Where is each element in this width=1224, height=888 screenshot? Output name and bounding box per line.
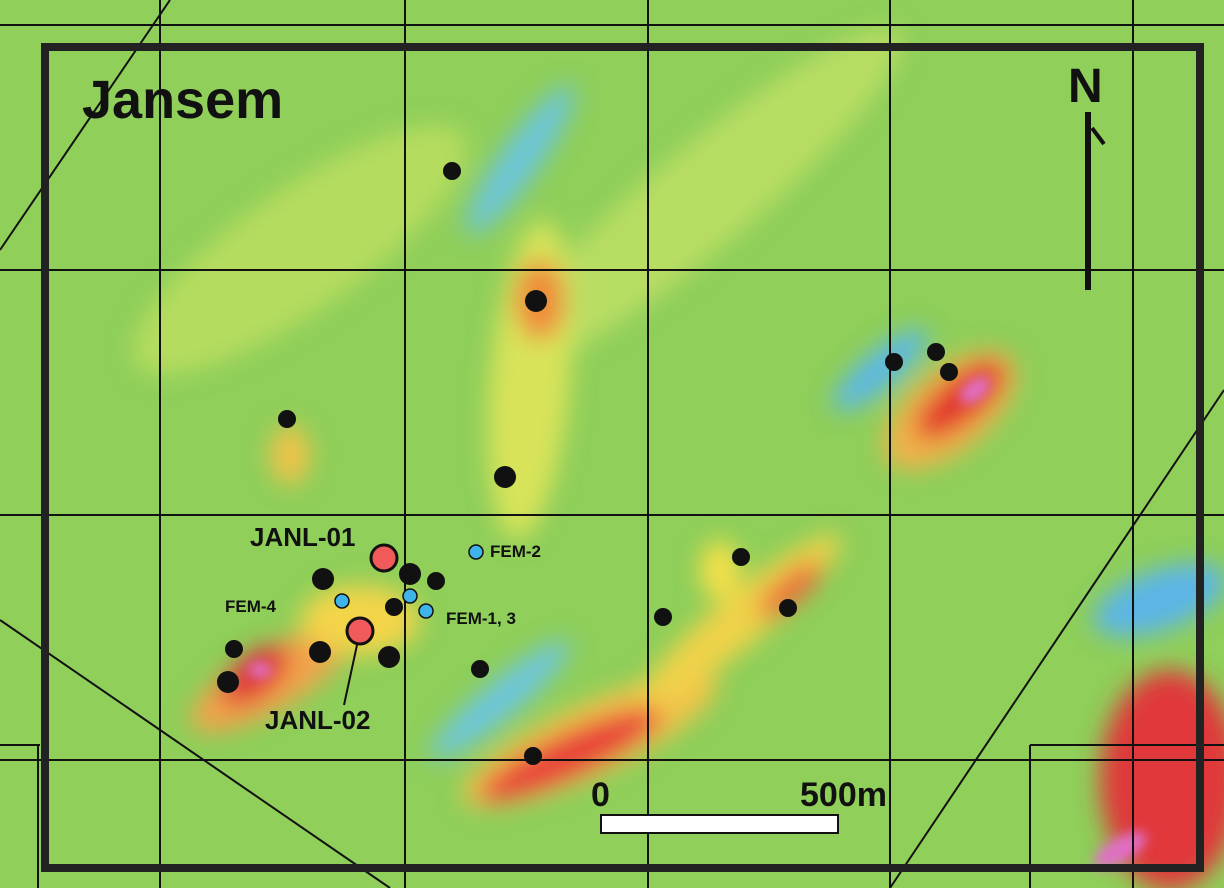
scale-start-label: 0 <box>591 776 610 814</box>
fem-label: FEM-4 <box>225 597 277 616</box>
map-title: Jansem <box>82 70 283 130</box>
scale-bar <box>601 815 838 833</box>
scale-end-label: 500m <box>800 776 887 814</box>
fem-label: FEM-1, 3 <box>446 609 516 628</box>
north-label: N <box>1068 60 1103 113</box>
drillhole-label: JANL-01 <box>250 522 355 552</box>
fem-label: FEM-2 <box>490 542 541 561</box>
drillhole-label: JANL-02 <box>265 705 370 735</box>
map: Jansem N JANL-01 JANL-02 FEM-2 FEM-4 FEM… <box>0 0 1224 888</box>
